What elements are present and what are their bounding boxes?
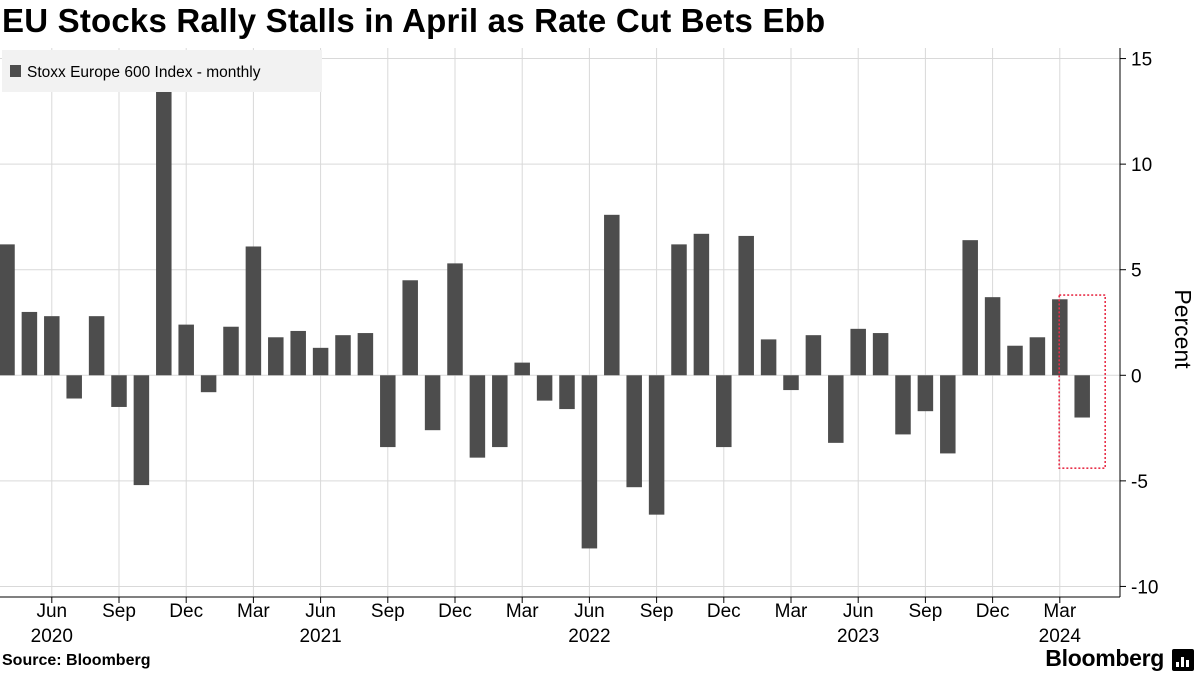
bar — [312, 347, 329, 376]
x-tick-year-label: 2020 — [31, 626, 73, 647]
bar — [895, 375, 911, 435]
bar — [44, 316, 60, 376]
x-tick-month-label: Mar — [237, 601, 270, 622]
bar — [760, 339, 777, 376]
bar — [805, 335, 822, 376]
x-tick-month-label: Dec — [976, 601, 1010, 622]
bar — [648, 375, 665, 515]
bar — [536, 375, 553, 401]
bars — [0, 86, 1090, 549]
legend-background — [2, 50, 322, 92]
chart-area: 15 10 5 0 -5 -10 Jun 2020 Sep Dec Mar Jun 2021 Sep De… — [0, 46, 1200, 648]
legend-swatch-icon — [10, 65, 21, 77]
april-2024-highlight-box — [1058, 294, 1106, 469]
bar — [940, 375, 956, 454]
x-tick-labels: Jun 2020 Sep Dec Mar Jun 2021 Sep Dec Mar Jun 2022 S… — [31, 597, 1082, 647]
bar — [850, 328, 866, 376]
bar — [783, 375, 799, 391]
bar — [559, 375, 575, 410]
y-axis-title: Percent — [1170, 289, 1196, 369]
bar — [133, 375, 150, 486]
y-tick-labels: 15 10 5 0 -5 -10 — [1120, 50, 1158, 598]
bar — [357, 333, 374, 376]
bar — [402, 280, 418, 376]
x-tick-month-label: Jun — [36, 601, 67, 622]
x-tick-month-label: Dec — [707, 601, 741, 622]
y-tick-label: 5 — [1131, 261, 1142, 282]
bar — [178, 324, 194, 376]
legend: Stoxx Europe 600 Index - monthly — [2, 50, 322, 92]
bar — [514, 362, 530, 376]
y-tick-label: 15 — [1131, 50, 1152, 71]
bar — [1007, 345, 1023, 376]
bar — [66, 375, 82, 399]
bar — [268, 337, 284, 376]
x-tick-month-label: Dec — [169, 601, 203, 622]
bar — [111, 375, 127, 407]
x-tick-month-label: Mar — [775, 601, 808, 622]
x-tick-month-label: Sep — [640, 601, 674, 622]
x-tick-month-label: Sep — [102, 601, 136, 622]
x-tick-month-label: Jun — [574, 601, 605, 622]
bar — [1074, 375, 1090, 418]
bar — [21, 311, 38, 376]
y-tick-label: 0 — [1131, 366, 1142, 387]
x-tick-year-label: 2023 — [837, 626, 879, 647]
bloomberg-chart-logo-icon — [1172, 649, 1194, 671]
bar — [716, 375, 732, 448]
bar-chart: 15 10 5 0 -5 -10 Jun 2020 Sep Dec Mar Jun 2021 Sep De… — [0, 46, 1196, 647]
x-tick-month-label: Dec — [438, 601, 472, 622]
bar — [380, 375, 396, 448]
bar — [604, 214, 620, 376]
x-tick-month-label: Sep — [908, 601, 942, 622]
bar — [581, 375, 598, 549]
x-tick-month-label: Mar — [506, 601, 539, 622]
bar — [88, 316, 105, 376]
y-tick-label: -10 — [1131, 577, 1158, 598]
x-tick-month-label: Jun — [843, 601, 874, 622]
bloomberg-logo: Bloomberg — [1045, 645, 1164, 671]
bar — [0, 244, 15, 376]
bar — [917, 375, 934, 412]
bar — [156, 86, 172, 376]
legend-label: Stoxx Europe 600 Index - monthly — [27, 64, 261, 81]
bar — [290, 330, 306, 376]
bar — [738, 235, 754, 376]
bar — [872, 333, 889, 376]
x-tick-year-label: 2022 — [568, 626, 610, 647]
bar — [424, 375, 441, 431]
y-tick-label: -5 — [1131, 472, 1148, 493]
bar — [671, 244, 687, 376]
bar — [828, 375, 844, 443]
x-tick-year-label: 2021 — [299, 626, 341, 647]
bar — [693, 233, 710, 376]
chart-title: EU Stocks Rally Stalls in April as Rate … — [2, 2, 826, 39]
bar — [1029, 337, 1046, 376]
bar — [626, 375, 642, 488]
source-note: Source: Bloomberg — [2, 652, 151, 669]
bar — [962, 240, 978, 376]
bar — [200, 375, 217, 393]
bar — [447, 263, 463, 376]
x-tick-month-label: Mar — [1043, 601, 1076, 622]
x-tick-year-label: 2024 — [1039, 626, 1082, 647]
bar — [984, 297, 1001, 376]
x-tick-month-label: Sep — [371, 601, 405, 622]
y-tick-label: 10 — [1131, 155, 1152, 176]
bar — [245, 246, 262, 376]
bar — [335, 335, 351, 376]
bar — [469, 375, 486, 458]
bar — [223, 326, 239, 376]
bar — [492, 375, 508, 448]
x-tick-month-label: Jun — [305, 601, 336, 622]
